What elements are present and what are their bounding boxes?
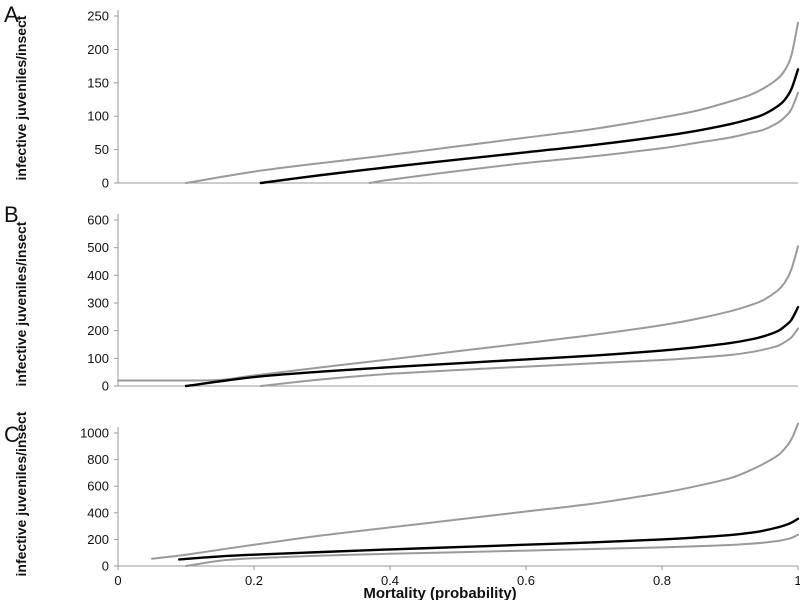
panel-a-ylabel: infective juveniles/insect (13, 15, 29, 180)
panel-c: 0 200 400 600 800 1000 0 0.2 0.4 0.6 0.8 1 (80, 422, 800, 588)
panel-a-ytick-label: 100 (87, 109, 109, 124)
panel-c-xtick-label: 0 (114, 573, 121, 588)
panel-c-xtick-label: 0.2 (245, 573, 263, 588)
panel-c-series-lower (185, 533, 799, 567)
panel-b-series-upper (117, 245, 799, 382)
panel-a: 0 50 100 150 200 250 (87, 9, 800, 191)
panel-a-ytick-label: 250 (87, 9, 109, 24)
panel-b-series-lower (259, 327, 799, 387)
panel-c-xtick-label: 0.6 (517, 573, 535, 588)
panel-b-ytick-label: 200 (87, 323, 109, 338)
panel-b-label: B (4, 202, 19, 227)
panel-a-series-upper (185, 21, 799, 184)
panel-b: 0 100 200 300 400 500 600 (87, 213, 800, 394)
panel-a-series-estimate (259, 68, 800, 185)
panel-c-ytick-label: 200 (87, 532, 109, 547)
panels-group: 0 50 100 150 200 250 0 100 200 300 400 500 600 0 200 40… (80, 9, 800, 589)
panel-b-ytick-label: 400 (87, 268, 109, 283)
panel-a-series-lower (368, 91, 799, 184)
panel-a-ytick-label: 200 (87, 42, 109, 57)
panel-b-ylabel: infective juveniles/insect (13, 221, 29, 386)
panel-c-ytick-label: 400 (87, 505, 109, 520)
panel-c-ytick-label: 0 (102, 559, 109, 574)
panel-a-label: A (4, 2, 19, 27)
panel-a-ytick-label: 150 (87, 75, 109, 90)
panel-c-ytick-label: 800 (87, 452, 109, 467)
panel-b-ytick-label: 600 (87, 213, 109, 228)
panel-b-ytick-label: 300 (87, 296, 109, 311)
panel-a-ytick-label: 50 (95, 142, 109, 157)
panel-c-ytick-label: 1000 (80, 426, 109, 441)
panel-c-ytick-label: 600 (87, 479, 109, 494)
panel-b-ytick-label: 0 (102, 379, 109, 394)
panel-c-xtick-label: 0.8 (653, 573, 671, 588)
panel-c-xtick-label: 1 (794, 573, 800, 588)
panel-b-ytick-label: 100 (87, 351, 109, 366)
panel-c-xtick-label: 0.4 (381, 573, 399, 588)
panel-a-ytick-label: 0 (102, 176, 109, 191)
panel-b-series-estimate (184, 305, 800, 388)
panel-c-label: C (4, 422, 20, 447)
x-axis-title: Mortality (probability) (363, 585, 516, 600)
panel-c-series-upper (151, 422, 799, 560)
panel-c-series-estimate (178, 517, 800, 561)
panel-c-ylabel: infective juveniles/insect (13, 411, 29, 576)
panel-b-ytick-label: 500 (87, 240, 109, 255)
